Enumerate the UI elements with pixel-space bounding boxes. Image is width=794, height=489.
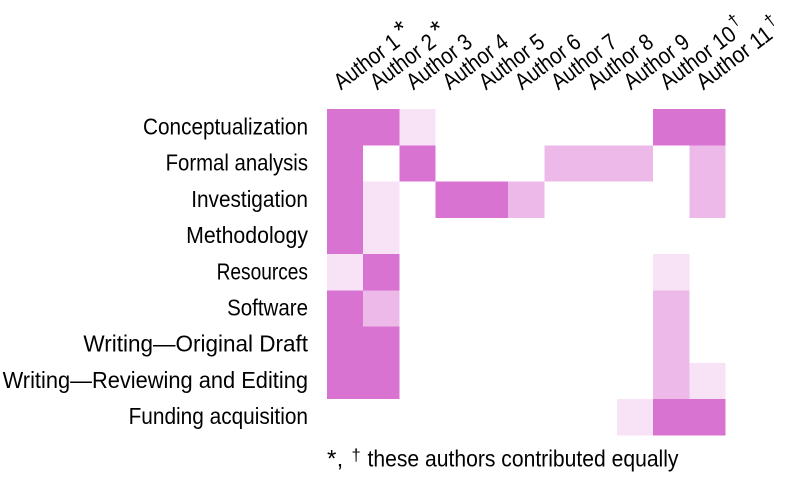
svg-text:Writing—Original Draft: Writing—Original Draft	[83, 331, 308, 357]
svg-text:Conceptualization: Conceptualization	[143, 113, 308, 139]
svg-text:Funding acquisition: Funding acquisition	[129, 403, 308, 429]
svg-text:Investigation: Investigation	[191, 186, 308, 212]
svg-text:Software: Software	[227, 294, 308, 320]
svg-text:Methodology: Methodology	[186, 222, 308, 248]
svg-text:these authors contributed equa: these authors contributed equally	[368, 446, 679, 472]
svg-text:Writing—Reviewing and Editing: Writing—Reviewing and Editing	[3, 367, 308, 393]
svg-text:Formal analysis: Formal analysis	[166, 150, 308, 176]
svg-text:Resources: Resources	[217, 258, 308, 284]
svg-text:,: ,	[337, 446, 343, 472]
svg-text:†: †	[352, 447, 361, 465]
svg-text:*: *	[327, 446, 336, 473]
